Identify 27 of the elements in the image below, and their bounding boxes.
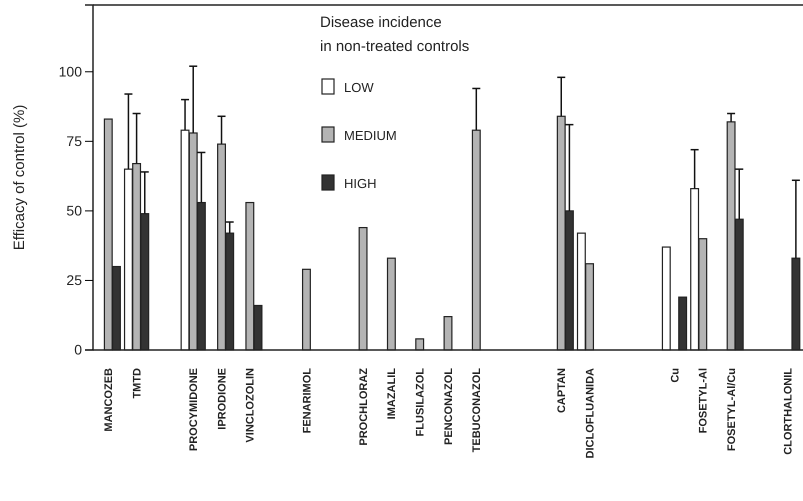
x-tick-label: Cu — [669, 368, 682, 383]
legend-title: Disease incidence in non-treated controls — [320, 14, 470, 55]
y-tick-label: 50 — [66, 202, 82, 218]
x-tick-label: FOSETYL-Al/Cu — [726, 368, 738, 452]
x-tick-label: PROCHLORAZ — [358, 368, 370, 446]
x-tick-label: MANCOZEB — [103, 368, 116, 432]
y-tick-label: 100 — [58, 63, 82, 80]
x-tick-label: VINCLOZOLIN — [244, 368, 257, 443]
y-tick-label: 25 — [66, 272, 82, 288]
x-tick-label: FENARIMOL — [301, 368, 314, 434]
y-tick-label: 0 — [74, 341, 82, 358]
x-tick-label: PROCYMIDONE — [188, 368, 200, 452]
x-tick-label: DICLOFLUANIDA — [584, 368, 596, 458]
x-tick-label: FLUSILAZOL — [414, 368, 427, 436]
x-tick-label: IPRODIONE — [216, 368, 228, 430]
x-tick-label: TMTD — [131, 368, 144, 399]
x-tick-label: CAPTAN — [556, 368, 568, 414]
x-tick-label: CLORTHALONIL — [782, 368, 795, 455]
y-tick-label: 75 — [66, 132, 82, 149]
x-tick-label: FOSETYL-Al — [698, 368, 710, 434]
legend-label: HIGH — [344, 176, 376, 191]
x-tick-label: IMAZALIL — [386, 368, 398, 420]
x-tick-label: TEBUCONAZOL — [471, 368, 484, 452]
legend-label: MEDIUM — [344, 128, 397, 143]
x-tick-label: PENCONAZOL — [442, 368, 455, 445]
y-axis-title: Efficacy of control (%) — [11, 104, 28, 250]
legend-label: LOW — [344, 80, 374, 95]
